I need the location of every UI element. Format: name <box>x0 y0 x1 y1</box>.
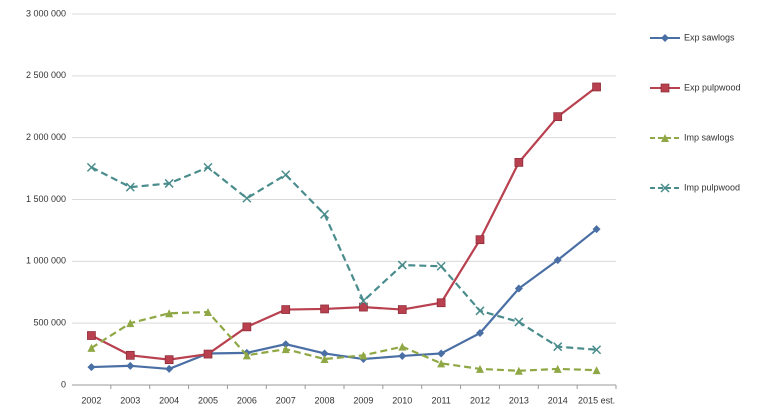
x-tick-label: 2010 <box>392 395 412 405</box>
marker <box>281 170 291 180</box>
marker <box>660 183 670 193</box>
x-tick-label: 2009 <box>353 395 373 405</box>
marker <box>514 158 524 167</box>
marker <box>359 351 368 360</box>
marker <box>242 193 252 203</box>
x-tick-label: 2005 <box>198 395 218 405</box>
marker <box>281 340 290 349</box>
marker <box>164 178 174 188</box>
legend-label: Imp sawlogs <box>684 132 735 142</box>
marker <box>242 322 252 332</box>
y-tick-label: 2 000 000 <box>26 132 66 142</box>
marker <box>437 349 446 358</box>
marker <box>87 343 96 352</box>
marker <box>281 345 290 354</box>
y-tick-label: 1 000 000 <box>26 256 66 266</box>
marker <box>553 342 563 352</box>
x-tick-label: 2013 <box>509 395 529 405</box>
marker <box>592 82 601 92</box>
marker <box>398 351 407 360</box>
marker <box>476 364 484 373</box>
legend-label: Exp pulpwood <box>684 82 741 92</box>
marker <box>436 298 446 308</box>
marker <box>359 302 368 312</box>
marker <box>242 351 251 360</box>
y-tick-label: 2 500 000 <box>26 70 66 80</box>
marker <box>203 349 213 359</box>
x-tick-label: 2002 <box>81 395 101 405</box>
marker <box>592 366 601 375</box>
marker <box>475 235 485 245</box>
marker <box>165 364 174 373</box>
marker <box>476 329 484 338</box>
marker <box>660 83 670 93</box>
x-tick-label: 2007 <box>276 395 296 405</box>
marker <box>475 306 485 316</box>
marker <box>281 305 291 314</box>
marker <box>397 305 407 314</box>
y-tick-label: 3 000 000 <box>26 8 66 18</box>
marker <box>203 162 213 172</box>
x-tick-label: 2006 <box>237 395 257 405</box>
x-tick-label: 2008 <box>315 395 335 405</box>
x-tick-label: 2003 <box>120 395 140 405</box>
marker <box>553 256 562 265</box>
marker <box>436 261 446 271</box>
y-tick-label: 1 500 000 <box>26 194 66 204</box>
marker <box>661 34 669 42</box>
marker <box>125 350 135 360</box>
marker <box>320 355 329 364</box>
marker <box>164 355 174 364</box>
marker <box>87 331 96 340</box>
marker <box>320 209 330 219</box>
series-line <box>91 228 598 371</box>
x-tick-label: 2011 <box>431 395 450 405</box>
marker <box>397 260 407 270</box>
x-tick-label: 2004 <box>159 395 179 405</box>
marker <box>320 349 329 358</box>
y-tick-label: 0 <box>61 379 66 389</box>
marker <box>165 309 174 318</box>
marker <box>592 345 602 355</box>
series-line <box>90 310 597 372</box>
marker <box>553 364 562 373</box>
marker <box>437 359 446 368</box>
legend-label: Exp sawlogs <box>684 32 735 42</box>
marker <box>320 304 329 314</box>
marker <box>86 162 96 172</box>
marker <box>592 225 601 234</box>
marker <box>125 182 135 192</box>
x-tick-label: 2012 <box>470 395 490 405</box>
series-line <box>90 86 598 361</box>
x-tick-label: 2014 <box>548 395 568 405</box>
marker <box>514 317 524 327</box>
marker <box>398 342 407 351</box>
y-tick-label: 500 000 <box>33 318 66 328</box>
marker <box>126 361 135 370</box>
legend-label: Imp pulpwood <box>684 182 740 192</box>
marker <box>514 366 523 375</box>
series-line <box>90 166 597 351</box>
marker <box>204 308 212 317</box>
marker <box>661 134 669 142</box>
marker <box>514 284 523 293</box>
marker <box>126 319 135 328</box>
marker <box>87 363 96 372</box>
x-tick-label: 2015 est. <box>578 395 615 405</box>
marker <box>358 296 368 306</box>
marker <box>553 112 563 121</box>
